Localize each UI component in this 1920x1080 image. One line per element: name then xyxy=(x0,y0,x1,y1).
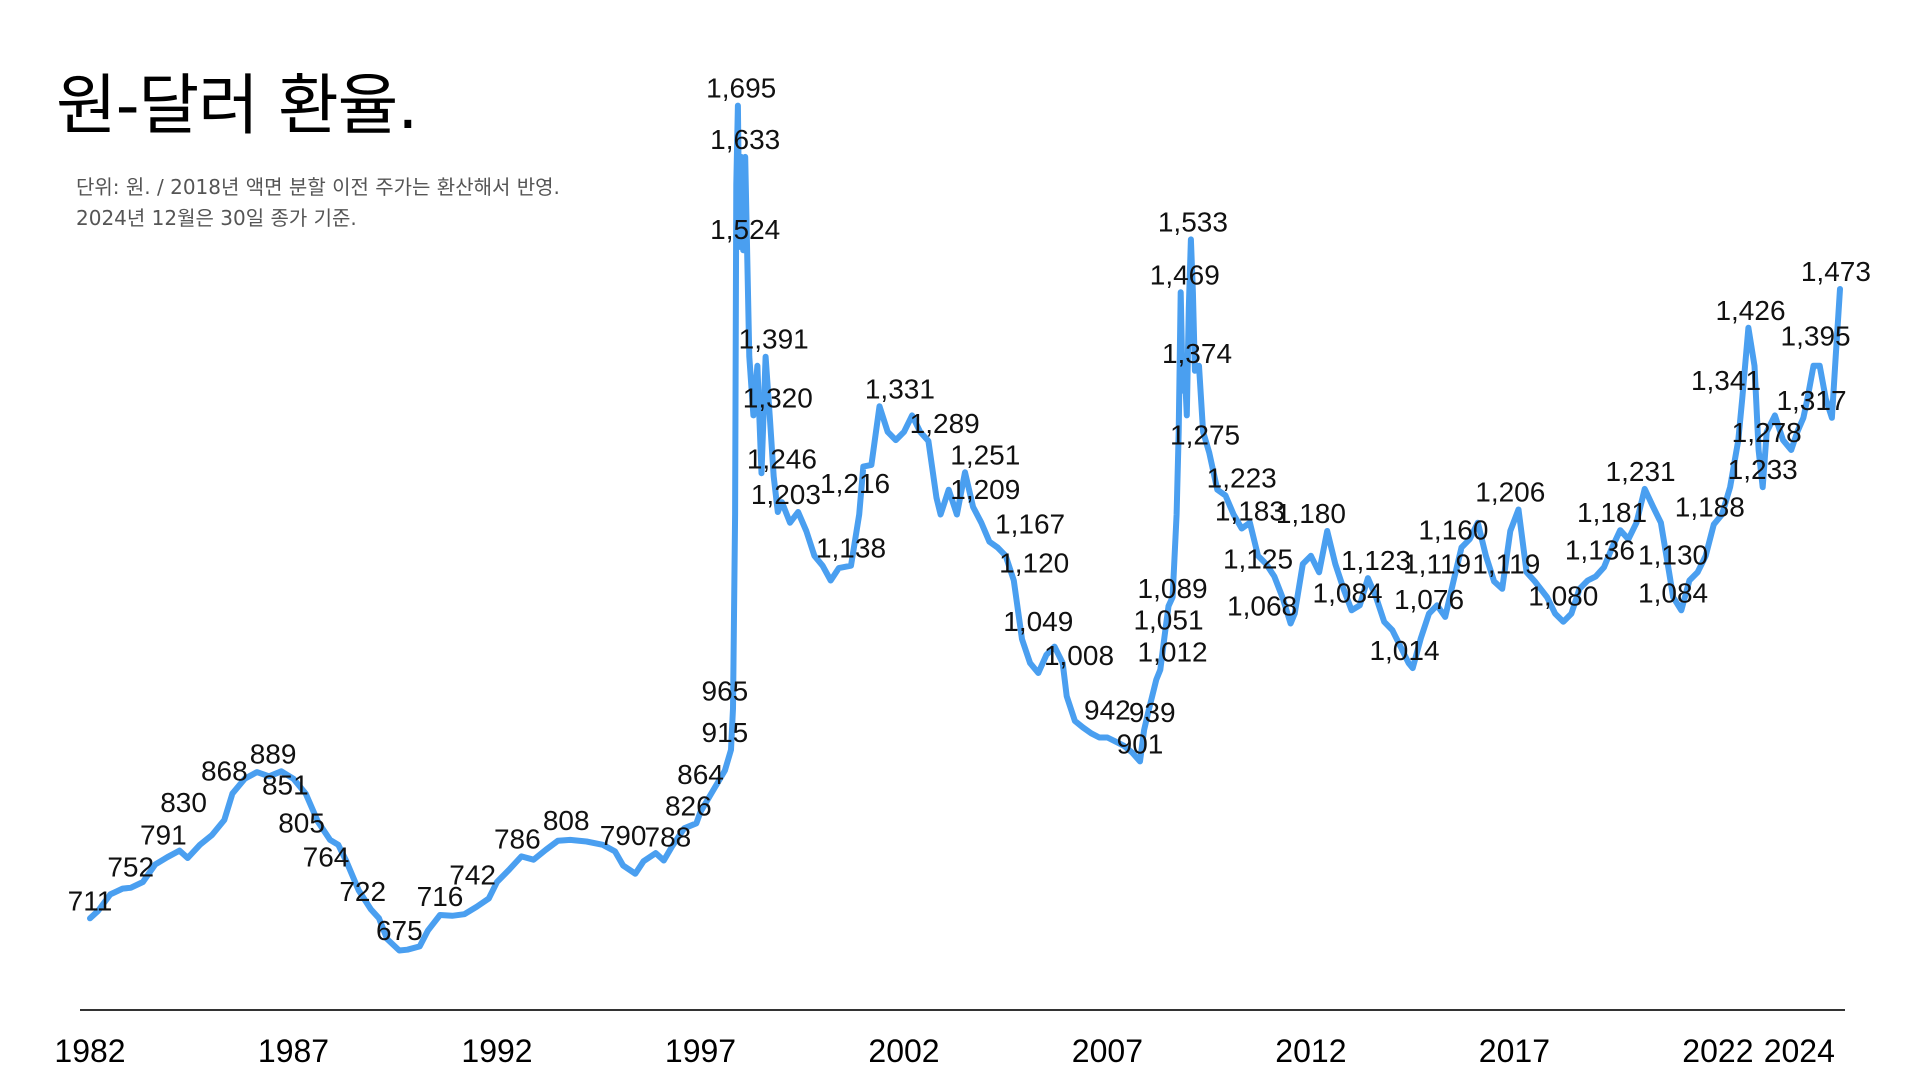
x-tick-label: 2007 xyxy=(1072,1033,1143,1069)
data-label: 1,533 xyxy=(1158,206,1228,237)
data-label: 1,633 xyxy=(710,124,780,155)
data-label: 1,188 xyxy=(1675,491,1745,522)
data-label: 1,049 xyxy=(1003,606,1073,637)
data-label: 1,160 xyxy=(1418,515,1488,546)
x-tick-label: 2017 xyxy=(1479,1033,1550,1069)
data-label: 1,206 xyxy=(1475,477,1545,508)
chart-subtitle: 단위: 원. / 2018년 액면 분할 이전 주가는 환산해서 반영. 202… xyxy=(76,172,560,234)
data-label: 788 xyxy=(645,822,692,853)
data-label: 1,374 xyxy=(1162,338,1232,369)
data-label: 722 xyxy=(339,876,386,907)
data-label: 851 xyxy=(262,770,309,801)
subtitle-line-1: 단위: 원. / 2018년 액면 분할 이전 주가는 환산해서 반영. xyxy=(76,175,560,199)
data-label: 1,320 xyxy=(743,382,813,413)
data-label: 889 xyxy=(250,738,297,769)
data-label: 1,278 xyxy=(1732,417,1802,448)
data-label: 1,246 xyxy=(747,444,817,475)
data-label: 1,695 xyxy=(706,73,776,104)
data-label: 1,084 xyxy=(1638,577,1708,608)
data-label: 1,209 xyxy=(950,474,1020,505)
data-label: 716 xyxy=(417,881,464,912)
data-label: 1,130 xyxy=(1638,539,1708,570)
data-label: 742 xyxy=(449,860,496,891)
data-label: 1,473 xyxy=(1801,256,1871,287)
data-label: 965 xyxy=(702,676,749,707)
x-tick-label: 2022 xyxy=(1682,1033,1753,1069)
data-label: 1,289 xyxy=(910,408,980,439)
data-label: 1,426 xyxy=(1715,295,1785,326)
data-label: 1,080 xyxy=(1528,581,1598,612)
data-label: 915 xyxy=(702,717,749,748)
data-label: 805 xyxy=(278,808,325,839)
data-label: 675 xyxy=(376,915,423,946)
data-label: 1,395 xyxy=(1781,320,1851,351)
data-label: 1,223 xyxy=(1207,463,1277,494)
data-label: 1,068 xyxy=(1227,591,1297,622)
data-label: 1,138 xyxy=(816,533,886,564)
data-label: 939 xyxy=(1129,697,1176,728)
data-label: 1,012 xyxy=(1138,637,1208,668)
data-label: 826 xyxy=(665,790,712,821)
x-tick-label: 2012 xyxy=(1275,1033,1346,1069)
data-label: 808 xyxy=(543,805,590,836)
data-label: 1,120 xyxy=(999,548,1069,579)
data-label: 1,391 xyxy=(739,324,809,355)
data-label: 786 xyxy=(494,823,541,854)
data-label: 1,233 xyxy=(1728,454,1798,485)
data-label: 1,076 xyxy=(1394,584,1464,615)
data-label: 1,341 xyxy=(1691,365,1761,396)
data-label: 1,524 xyxy=(710,214,780,245)
data-label: 1,084 xyxy=(1313,577,1383,608)
data-label: 1,231 xyxy=(1606,456,1676,487)
data-label: 764 xyxy=(303,842,350,873)
data-label: 1,123 xyxy=(1341,545,1411,576)
data-label: 1,216 xyxy=(820,468,890,499)
x-tick-label: 1992 xyxy=(461,1033,532,1069)
data-label: 830 xyxy=(160,787,207,818)
data-label: 1,119 xyxy=(1403,548,1471,579)
data-label: 1,089 xyxy=(1138,573,1208,604)
data-label: 868 xyxy=(201,756,248,787)
data-label: 864 xyxy=(677,759,724,790)
data-label: 1,119 xyxy=(1472,548,1540,579)
data-label: 1,014 xyxy=(1369,635,1439,666)
data-label: 711 xyxy=(68,885,113,916)
chart-title: 원-달러 환율. xyxy=(56,67,418,144)
x-tick-label: 1997 xyxy=(665,1033,736,1069)
x-tick-label: 2024 xyxy=(1764,1033,1835,1069)
data-label: 942 xyxy=(1084,695,1131,726)
data-label: 790 xyxy=(600,820,647,851)
x-ticks: 1982 1987 1992 1997 2002 2007 2012 2017 2022 2024 xyxy=(54,1033,1834,1069)
series-line xyxy=(87,102,1843,954)
data-label: 752 xyxy=(107,852,154,883)
data-label: 1,051 xyxy=(1133,605,1203,636)
data-label: 1,181 xyxy=(1577,497,1647,528)
data-label: 901 xyxy=(1117,728,1164,759)
x-tick-label: 1982 xyxy=(54,1033,125,1069)
data-label: 1,136 xyxy=(1565,534,1635,565)
data-label: 1,275 xyxy=(1170,420,1240,451)
data-label: 1,183 xyxy=(1215,496,1285,527)
data-label: 1,180 xyxy=(1276,498,1346,529)
data-label: 1,008 xyxy=(1044,640,1114,671)
subtitle-line-2: 2024년 12월은 30일 종가 기준. xyxy=(76,206,357,230)
data-label: 791 xyxy=(140,819,187,850)
data-label: 1,317 xyxy=(1776,385,1846,416)
data-label: 1,167 xyxy=(995,509,1065,540)
data-label: 1,331 xyxy=(865,373,935,404)
data-label: 1,251 xyxy=(950,439,1020,470)
data-label: 1,203 xyxy=(751,479,821,510)
x-tick-label: 1987 xyxy=(258,1033,329,1069)
x-tick-label: 2002 xyxy=(868,1033,939,1069)
data-label: 1,469 xyxy=(1150,259,1220,290)
data-label: 1,125 xyxy=(1223,543,1293,574)
